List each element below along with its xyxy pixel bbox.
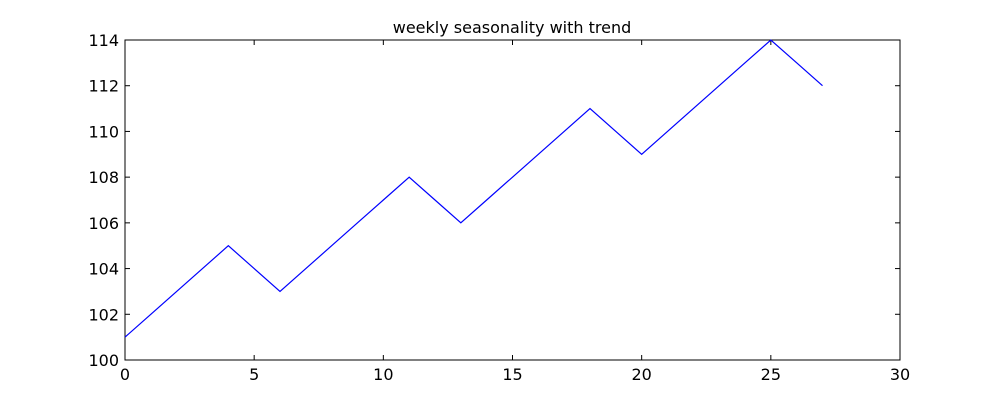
x-tick-label: 25	[761, 365, 781, 384]
plot-area: 0 5 10 15 20 25 30 100 102 104 106 108 110 112 114	[88, 31, 910, 384]
y-tick-label: 106	[88, 214, 119, 233]
x-tick-label: 5	[249, 365, 259, 384]
x-tick-label: 30	[890, 365, 910, 384]
y-tick-label: 102	[88, 305, 119, 324]
y-tick-label: 100	[88, 351, 119, 370]
axes-frame	[124, 39, 901, 361]
x-tick-label: 20	[631, 365, 651, 384]
series-line-1	[124, 39, 823, 338]
y-tick-label: 112	[88, 77, 119, 96]
x-tick-label: 0	[120, 365, 130, 384]
y-tick-label: 114	[88, 31, 119, 50]
y-tick-label: 108	[88, 168, 119, 187]
x-tick-label: 10	[373, 365, 393, 384]
x-tick-label: 15	[502, 365, 522, 384]
y-tick-label: 104	[88, 260, 119, 279]
chart-title: weekly seasonality with trend	[393, 18, 631, 37]
y-tick-label: 110	[88, 122, 119, 141]
